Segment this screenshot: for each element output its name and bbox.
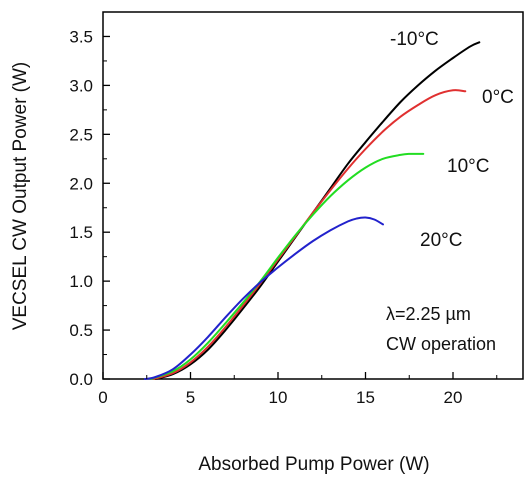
y-tick-label: 0.5 xyxy=(69,321,93,340)
y-tick-label: 1.5 xyxy=(69,223,93,242)
y-tick-label: 0.0 xyxy=(69,370,93,389)
y-tick-label: 1.0 xyxy=(69,272,93,291)
series-line-10 xyxy=(149,152,425,380)
series-labels: -10°C 0°C 10°C 20°C xyxy=(390,29,514,251)
y-tick-label: 2.5 xyxy=(69,125,93,144)
series-label-10: 10°C xyxy=(447,156,489,177)
series-layer xyxy=(144,41,481,380)
ticks-layer: 0 5 10 15 20 0.0 0.5 1.0 1.5 2.0 2.5 3.0 3.5 xyxy=(69,27,498,407)
plot-frame xyxy=(102,11,524,380)
x-tick-label: 0 xyxy=(98,388,107,407)
series-label-20: 20°C xyxy=(420,230,462,251)
x-tick-label: 20 xyxy=(444,388,463,407)
y-tick-label: 3.0 xyxy=(69,76,93,95)
plot-area: 0 5 10 15 20 0.0 0.5 1.0 1.5 2.0 2.5 3.0 3.5 xyxy=(69,11,524,407)
series-line-0 xyxy=(152,89,467,380)
x-tick-label: 5 xyxy=(186,388,195,407)
annotation-block: λ=2.25 µm CW operation xyxy=(386,304,496,354)
annotation-wavelength: λ=2.25 µm xyxy=(386,304,471,324)
annotation-mode: CW operation xyxy=(386,334,496,354)
series-label-0: 0°C xyxy=(482,87,514,108)
series-label-minus10: -10°C xyxy=(390,29,439,50)
series-line-20 xyxy=(144,216,384,380)
x-tick-label: 10 xyxy=(269,388,288,407)
y-axis-title: VECSEL CW Output Power (W) xyxy=(10,62,31,331)
y-tick-label: 3.5 xyxy=(69,27,93,46)
y-tick-label: 2.0 xyxy=(69,174,93,193)
x-tick-label: 15 xyxy=(356,388,375,407)
x-axis-title: Absorbed Pump Power (W) xyxy=(198,454,429,475)
